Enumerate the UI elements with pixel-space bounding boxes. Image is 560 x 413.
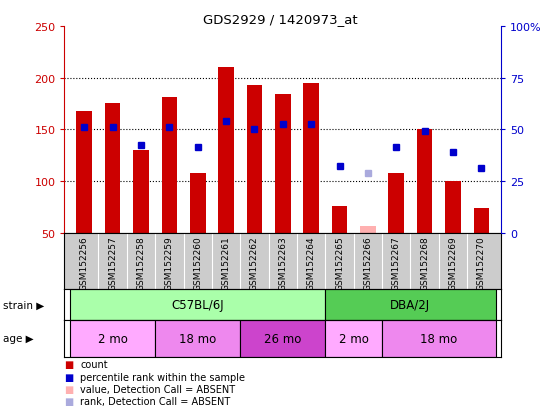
Text: age ▶: age ▶ — [3, 334, 34, 344]
Text: value, Detection Call = ABSENT: value, Detection Call = ABSENT — [80, 384, 235, 394]
Text: GSM152270: GSM152270 — [477, 236, 486, 291]
Bar — [389, 173, 404, 233]
Text: GSM152259: GSM152259 — [165, 236, 174, 291]
Text: 2 mo: 2 mo — [97, 332, 128, 345]
Text: GSM152267: GSM152267 — [392, 236, 401, 291]
Bar — [325, 320, 382, 357]
Text: ■: ■ — [64, 396, 74, 406]
Text: ■: ■ — [64, 359, 74, 369]
Bar — [218, 68, 234, 233]
Text: GSM152269: GSM152269 — [449, 236, 458, 291]
Text: GSM152263: GSM152263 — [278, 236, 287, 291]
Bar — [133, 151, 149, 233]
Bar — [332, 206, 347, 233]
Text: count: count — [80, 359, 108, 369]
Bar — [105, 103, 120, 233]
Bar — [325, 289, 496, 320]
Bar — [240, 320, 325, 357]
Bar — [304, 83, 319, 233]
Text: GSM152260: GSM152260 — [193, 236, 202, 291]
Bar — [77, 112, 92, 233]
Text: ■: ■ — [64, 384, 74, 394]
Bar — [155, 320, 240, 357]
Text: GSM152258: GSM152258 — [137, 236, 146, 291]
Text: GSM152257: GSM152257 — [108, 236, 117, 291]
Bar — [360, 226, 376, 233]
Bar — [246, 86, 262, 233]
Text: GSM152264: GSM152264 — [307, 236, 316, 291]
Bar — [417, 130, 432, 233]
Bar — [70, 289, 325, 320]
Bar — [382, 320, 496, 357]
Text: GSM152261: GSM152261 — [222, 236, 231, 291]
Bar — [190, 173, 206, 233]
Text: GSM152262: GSM152262 — [250, 236, 259, 291]
Text: rank, Detection Call = ABSENT: rank, Detection Call = ABSENT — [80, 396, 230, 406]
Text: GDS2929 / 1420973_at: GDS2929 / 1420973_at — [203, 13, 357, 26]
Text: 2 mo: 2 mo — [339, 332, 368, 345]
Text: ■: ■ — [64, 372, 74, 382]
Text: percentile rank within the sample: percentile rank within the sample — [80, 372, 245, 382]
Text: 18 mo: 18 mo — [420, 332, 458, 345]
Text: GSM152266: GSM152266 — [363, 236, 372, 291]
Text: DBA/2J: DBA/2J — [390, 298, 431, 311]
Bar — [275, 95, 291, 233]
Text: 18 mo: 18 mo — [179, 332, 216, 345]
Text: GSM152256: GSM152256 — [80, 236, 88, 291]
Bar — [70, 320, 155, 357]
Text: 26 mo: 26 mo — [264, 332, 301, 345]
Bar — [161, 98, 177, 233]
Text: strain ▶: strain ▶ — [3, 299, 44, 310]
Bar — [445, 182, 461, 233]
Bar — [474, 209, 489, 233]
Text: C57BL/6J: C57BL/6J — [171, 298, 224, 311]
Text: GSM152268: GSM152268 — [420, 236, 429, 291]
Text: GSM152265: GSM152265 — [335, 236, 344, 291]
